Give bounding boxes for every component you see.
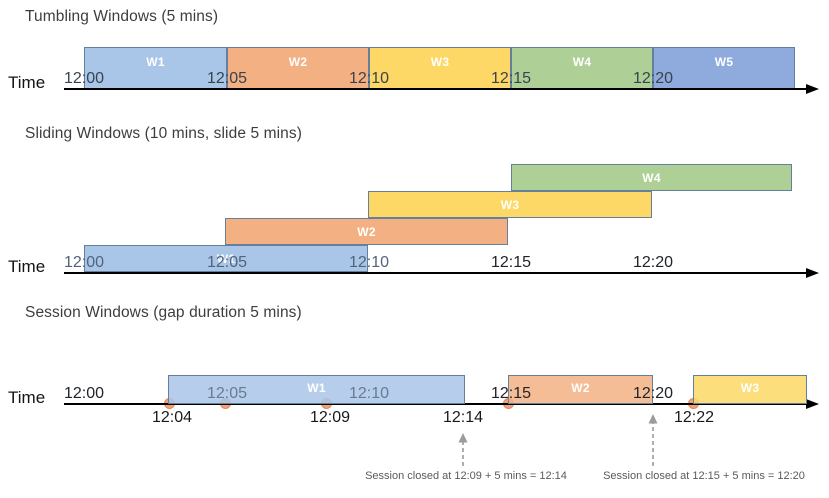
session-title: Session Windows (gap duration 5 mins) xyxy=(25,304,302,321)
window-label: W3 xyxy=(430,55,450,69)
window-label: W1 xyxy=(216,252,236,266)
event-time-label-1209: 12:09 xyxy=(309,409,351,426)
session-close-label-1214: 12:14 xyxy=(442,409,484,426)
session-tick-1215: 12:15 xyxy=(490,385,532,402)
tumbling-tick-1215: 12:15 xyxy=(490,70,532,87)
sliding-tick-1215: 12:15 xyxy=(490,254,532,271)
window-label: W2 xyxy=(571,381,590,395)
window-label: W4 xyxy=(572,55,592,69)
sliding-time-label: Time xyxy=(8,257,46,276)
window-label: W5 xyxy=(714,55,734,69)
annotation-arrow-icon xyxy=(458,433,468,466)
session-close-annotation-1: Session closed at 12:09 + 5 mins = 12:14 xyxy=(365,470,567,482)
window-label: W3 xyxy=(500,198,520,212)
session-window-w1: W1 xyxy=(168,375,465,404)
tumbling-axis xyxy=(64,88,808,90)
tumbling-window-w5: W5 xyxy=(653,47,795,89)
window-label: W2 xyxy=(288,55,308,69)
sliding-title: Sliding Windows (10 mins, slide 5 mins) xyxy=(25,125,302,142)
tumbling-window-w1: W1 xyxy=(84,47,227,89)
window-label: W1 xyxy=(146,55,165,69)
session-tick-1200: 12:00 xyxy=(63,385,105,402)
session-axis-arrowhead-icon xyxy=(806,399,819,409)
event-time-label-1222: 12:22 xyxy=(673,409,715,426)
sliding-tick-1205: 12:05 xyxy=(206,254,248,271)
window-label: W2 xyxy=(357,225,376,239)
event-time-label-1204: 12:04 xyxy=(151,409,193,426)
session-close-annotation-2: Session closed at 12:15 + 5 mins = 12:20 xyxy=(603,470,805,482)
session-tick-1205: 12:05 xyxy=(206,385,248,402)
tumbling-tick-1205: 12:05 xyxy=(206,70,248,87)
sliding-axis xyxy=(64,272,808,274)
window-label: W3 xyxy=(740,381,760,395)
tumbling-time-label: Time xyxy=(8,73,46,92)
session-tick-1210: 12:10 xyxy=(348,385,390,402)
window-label: W4 xyxy=(642,171,661,185)
sliding-tick-1220: 12:20 xyxy=(632,254,674,271)
tumbling-window-w4: W4 xyxy=(511,47,653,89)
session-tick-1220: 12:20 xyxy=(632,385,674,402)
tumbling-tick-1210: 12:10 xyxy=(348,70,390,87)
window-label: W1 xyxy=(307,381,326,395)
session-window-w2: W2 xyxy=(508,375,653,404)
sliding-window-w4: W4 xyxy=(511,164,792,191)
tumbling-tick-1200: 12:00 xyxy=(63,70,105,87)
session-axis xyxy=(64,403,808,405)
tumbling-title: Tumbling Windows (5 mins) xyxy=(25,8,219,25)
sliding-tick-1210: 12:10 xyxy=(348,254,390,271)
sliding-window-w3: W3 xyxy=(368,191,652,218)
sliding-tick-1200: 12:00 xyxy=(63,254,105,271)
tumbling-window-w3: W3 xyxy=(369,47,511,89)
sliding-axis-arrowhead-icon xyxy=(806,268,819,278)
tumbling-axis-arrowhead-icon xyxy=(806,84,819,94)
sliding-window-w1: W1 xyxy=(84,245,368,272)
session-window-w3: W3 xyxy=(693,375,807,404)
tumbling-tick-1220: 12:20 xyxy=(632,70,674,87)
sliding-window-w2: W2 xyxy=(225,218,508,245)
session-time-label: Time xyxy=(8,388,46,407)
tumbling-window-w2: W2 xyxy=(227,47,369,89)
annotation-arrow-icon xyxy=(648,414,658,466)
